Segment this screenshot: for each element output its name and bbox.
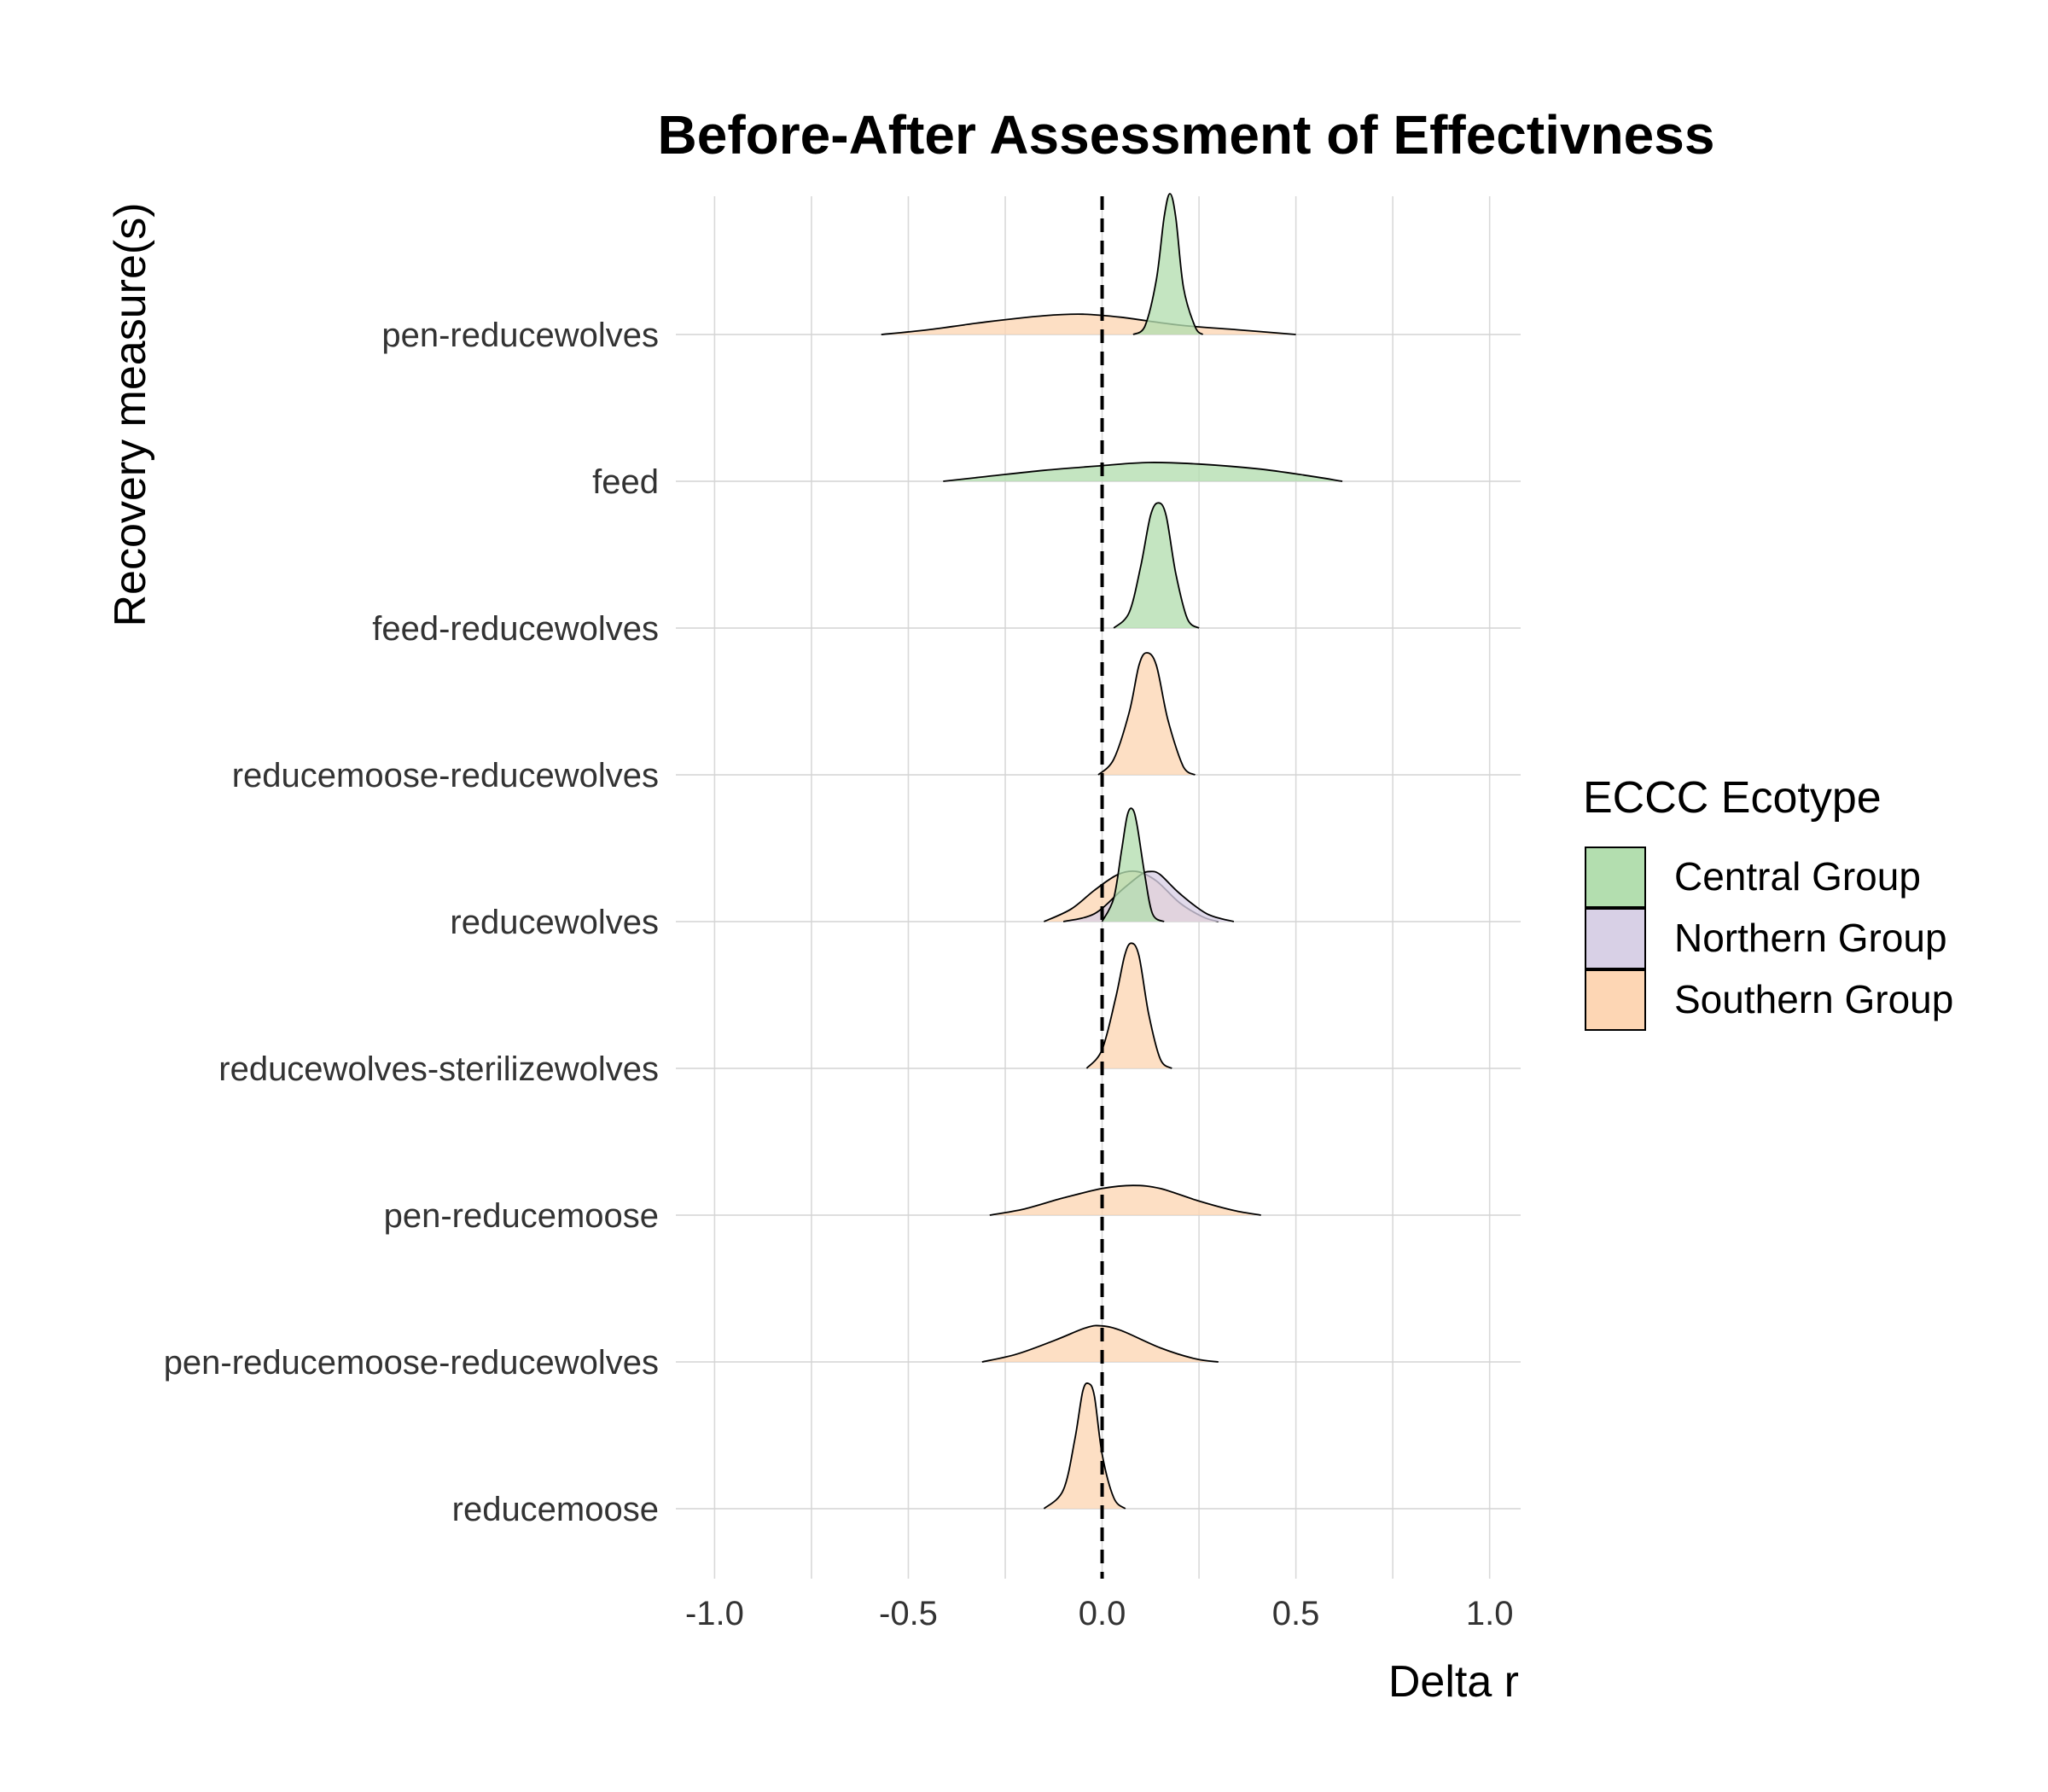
legend-swatch [1585,969,1646,1031]
density-fill [1102,808,1165,922]
y-axis-ticks: pen-reducewolves feed feed-reducewolves red… [164,317,659,1528]
density-outline [881,313,1296,335]
y-axis-title: Recovery measure(s) [106,202,155,626]
density-fill [1114,503,1200,628]
density-fill [1098,653,1196,775]
density-outline [1085,942,1172,1069]
legend-swatch [1585,847,1646,908]
legend: ECCC Ecotype Central Group Northern Group… [1583,773,1953,1031]
density-fill [1086,943,1172,1068]
density-outline [1043,1382,1126,1510]
legend-swatch [1585,908,1646,969]
density-fill [1132,194,1203,335]
y-tick-label: pen-reducewolves [381,317,659,354]
legend-label: Southern Group [1674,977,1953,1021]
density-outline [943,462,1343,482]
y-tick-label: reducewolves [450,904,659,941]
chart-title: Before-After Assessment of Effectivness [658,104,1715,166]
y-tick-label: reducemoose-reducewolves [232,757,659,794]
y-tick-label: feed [592,463,659,501]
density-outline [1097,652,1196,776]
x-tick-label: -0.5 [879,1595,938,1632]
x-tick-label: -1.0 [685,1595,744,1632]
y-tick-label: feed-reducewolves [372,610,659,648]
density-outline [989,1184,1261,1216]
y-tick-label: pen-reducemoose-reducewolves [164,1344,659,1382]
legend-label: Central Group [1674,854,1921,899]
legend-label: Northern Group [1674,916,1947,960]
x-tick-label: 1.0 [1466,1595,1514,1632]
density-fill [989,1185,1261,1215]
density-fill [943,462,1343,481]
density-fill [981,1325,1219,1362]
density-ridges [881,193,1343,1510]
density-outline [1101,807,1165,922]
x-axis-ticks: -1.0 -0.5 0.0 0.5 1.0 [685,1595,1514,1632]
x-axis-title: Delta r [1388,1657,1519,1707]
density-fill [881,314,1296,335]
legend-title: ECCC Ecotype [1583,773,1882,823]
density-outline [981,1324,1219,1363]
y-tick-label: reducewolves-sterilizewolves [218,1050,659,1088]
y-tick-label: pen-reducemoose [384,1197,659,1235]
density-fill [1044,1382,1126,1509]
y-tick-label: reducemoose [452,1491,659,1528]
density-outline [1113,502,1200,629]
x-tick-label: 0.0 [1079,1595,1126,1632]
x-tick-label: 0.5 [1272,1595,1320,1632]
density-outline [1132,193,1204,335]
